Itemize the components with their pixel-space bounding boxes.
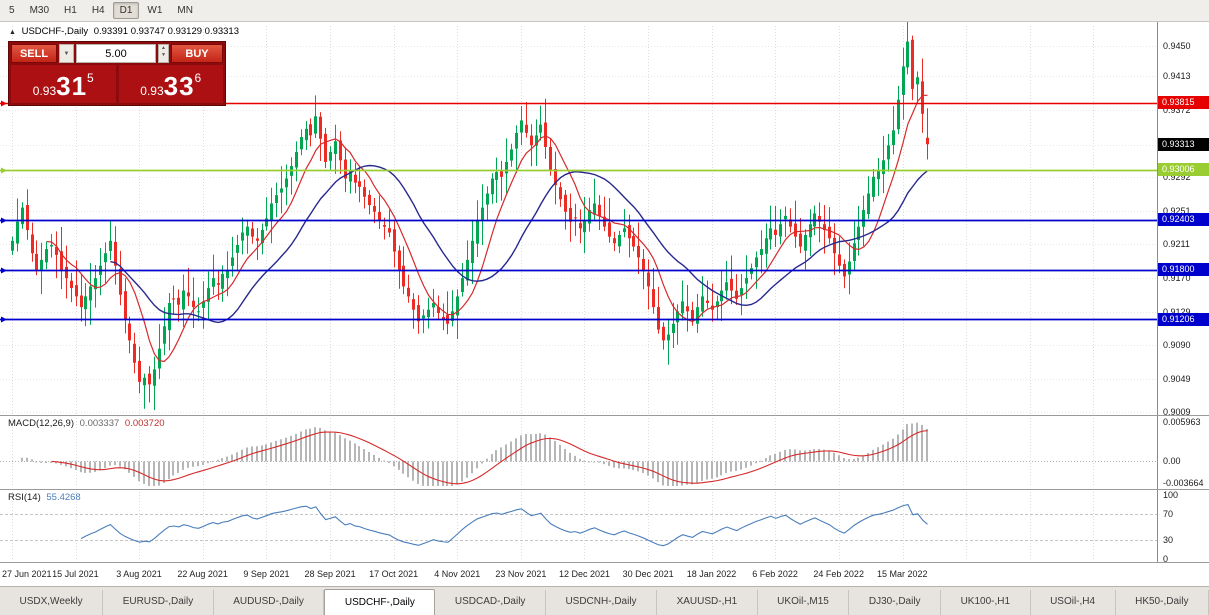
rsi-axis-label: 30 (1163, 534, 1174, 545)
price-tick-label: 0.9372 (1163, 105, 1191, 116)
date-label: 17 Oct 2021 (369, 569, 419, 579)
macd-name: MACD(12,26,9) (8, 418, 74, 429)
price-chart-canvas[interactable] (0, 22, 1157, 563)
chart-tab-uk100-h1[interactable]: UK100-,H1 (941, 590, 1031, 615)
chart-symbol-period: USDCHF-,Daily (21, 26, 89, 37)
rsi-name: RSI(14) (8, 492, 41, 503)
sell-price-big: 31 (56, 71, 88, 101)
price-tick-label: 0.9251 (1163, 205, 1191, 216)
chart-tab-usdcad-daily[interactable]: USDCAD-,Daily (435, 590, 546, 615)
date-label: 9 Sep 2021 (243, 569, 290, 579)
price-tick-label: 0.9450 (1163, 40, 1191, 51)
chart-tab-dj30-daily[interactable]: DJ30-,Daily (849, 590, 942, 615)
current-price-label: 0.93313 (1158, 137, 1209, 151)
sell-price-display[interactable]: 0.93 31 5 (11, 65, 116, 103)
date-label: 23 Nov 2021 (495, 569, 547, 579)
macd-signal-value: 0.003720 (124, 418, 165, 429)
timeframe-button-m30[interactable]: M30 (23, 2, 56, 19)
volume-input[interactable] (76, 44, 156, 63)
panel-separator-rsi[interactable] (0, 489, 1209, 490)
timeframe-button-mn[interactable]: MN (170, 2, 200, 19)
date-label: 30 Dec 2021 (622, 569, 674, 579)
timeframe-button-w1[interactable]: W1 (140, 2, 169, 19)
chart-tab-ukoil-m15[interactable]: UKOil-,M15 (758, 590, 850, 615)
level-price-label: 0.93006 (1158, 163, 1209, 177)
date-label: 12 Dec 2021 (558, 569, 611, 579)
sell-price-pip: 5 (87, 71, 94, 85)
level-price-label: 0.92403 (1158, 213, 1209, 227)
price-axis[interactable]: 0.94500.94130.93720.93310.92920.92510.92… (1157, 22, 1209, 564)
date-label: 4 Nov 2021 (434, 569, 481, 579)
chart-tab-usoil-h4[interactable]: USOil-,H4 (1031, 590, 1116, 615)
date-label: 22 Aug 2021 (177, 569, 228, 579)
level-price-label: 0.93815 (1158, 96, 1209, 110)
panel-separator-dates (0, 562, 1209, 563)
panel-separator-macd[interactable] (0, 415, 1209, 416)
rsi-value: 55.4268 (46, 492, 81, 503)
price-tick-label: 0.9413 (1163, 71, 1191, 82)
chart-tab-hk50-daily[interactable]: HK50-,Daily (1116, 590, 1209, 615)
timeframe-button-5[interactable]: 5 (2, 2, 22, 19)
date-label: 24 Feb 2022 (813, 569, 864, 579)
chart-tab-usdcnh-daily[interactable]: USDCNH-,Daily (546, 590, 658, 615)
rsi-indicator-label: RSI(14) 55.4268 (8, 492, 84, 503)
trade-controls-row: SELL ▼ ▲ ▼ BUY (11, 44, 223, 63)
level-price-label: 0.91206 (1158, 312, 1209, 326)
chart-tab-xauusd-h1[interactable]: XAUUSD-,H1 (657, 590, 758, 615)
sell-button[interactable]: SELL (11, 44, 57, 63)
volume-spinner[interactable]: ▲ ▼ (158, 44, 169, 63)
timeframe-toolbar: 5 M30 H1 H4 D1 W1 MN (0, 0, 1209, 22)
buy-button[interactable]: BUY (171, 44, 223, 63)
macd-axis-min: -0.003664 (1163, 478, 1204, 488)
buy-price-pip: 6 (194, 71, 202, 85)
rsi-axis-label: 100 (1163, 490, 1179, 500)
spin-up-icon: ▲ (161, 45, 166, 51)
date-label: 3 Aug 2021 (116, 569, 162, 579)
rsi-axis-label: 0 (1163, 554, 1169, 564)
spin-down-icon: ▼ (161, 52, 166, 58)
chart-tab-usdx-weekly[interactable]: USDX,Weekly (0, 590, 104, 615)
date-label: 6 Feb 2022 (752, 569, 798, 579)
macd-indicator-label: MACD(12,26,9) 0.003337 0.003720 (8, 418, 168, 429)
chart-tab-eurusd-daily[interactable]: EURUSD-,Daily (103, 590, 214, 615)
price-tick-label: 0.9211 (1163, 239, 1190, 250)
trade-prices-row: 0.93 31 5 0.93 33 6 (11, 65, 223, 103)
buy-price-prefix: 0.93 (140, 84, 164, 98)
chart-tabs-bar: USDX,Weekly EURUSD-,Daily AUDUSD-,Daily USD… (0, 586, 1209, 615)
chart-ohlc-values: 0.93391 0.93747 0.93129 0.93313 (93, 26, 239, 37)
rsi-axis-label: 70 (1163, 509, 1174, 520)
date-label: 18 Jan 2022 (686, 569, 737, 579)
macd-axis-max: 0.005963 (1163, 417, 1201, 427)
price-tick-label: 0.9009 (1163, 406, 1191, 417)
chevron-down-icon: ▼ (63, 50, 70, 57)
macd-axis-zero: 0.00 (1163, 455, 1181, 466)
price-tick-label: 0.9129 (1163, 307, 1191, 317)
price-tick-label: 0.9090 (1163, 339, 1191, 350)
chart-title: ▲ USDCHF-,Daily 0.93391 0.93747 0.93129 … (9, 26, 242, 37)
sell-price-prefix: 0.93 (32, 84, 57, 98)
timeframe-button-h4[interactable]: H4 (85, 2, 112, 19)
macd-main-value: 0.003337 (79, 418, 120, 429)
buy-price-display[interactable]: 0.93 33 6 (118, 65, 223, 103)
price-tick-label: 0.9170 (1163, 273, 1191, 284)
timeframe-button-h1[interactable]: H1 (57, 2, 84, 19)
date-label: 15 Mar 2022 (877, 569, 928, 579)
level-price-label: 0.91800 (1158, 263, 1209, 277)
timeframe-button-d1[interactable]: D1 (112, 2, 140, 19)
chart-tab-audusd-daily[interactable]: AUDUSD-,Daily (214, 590, 325, 615)
price-tick-label: 0.9292 (1163, 171, 1191, 182)
date-label: 28 Sep 2021 (304, 569, 356, 579)
one-click-collapse-icon[interactable]: ▲ (9, 29, 16, 36)
price-tick-label: 0.9049 (1163, 373, 1191, 384)
buy-price-big: 33 (163, 71, 195, 101)
date-axis[interactable]: 27 Jun 2021 15 Jul 2021 3 Aug 2021 22 Aug 2… (0, 563, 1209, 586)
chart-tab-usdchf-daily[interactable]: USDCHF-,Daily (324, 589, 436, 615)
date-label: 27 Jun 2021 (2, 569, 52, 579)
volume-dropdown-button[interactable]: ▼ (59, 44, 74, 63)
date-label: 15 Jul 2021 (52, 569, 99, 579)
